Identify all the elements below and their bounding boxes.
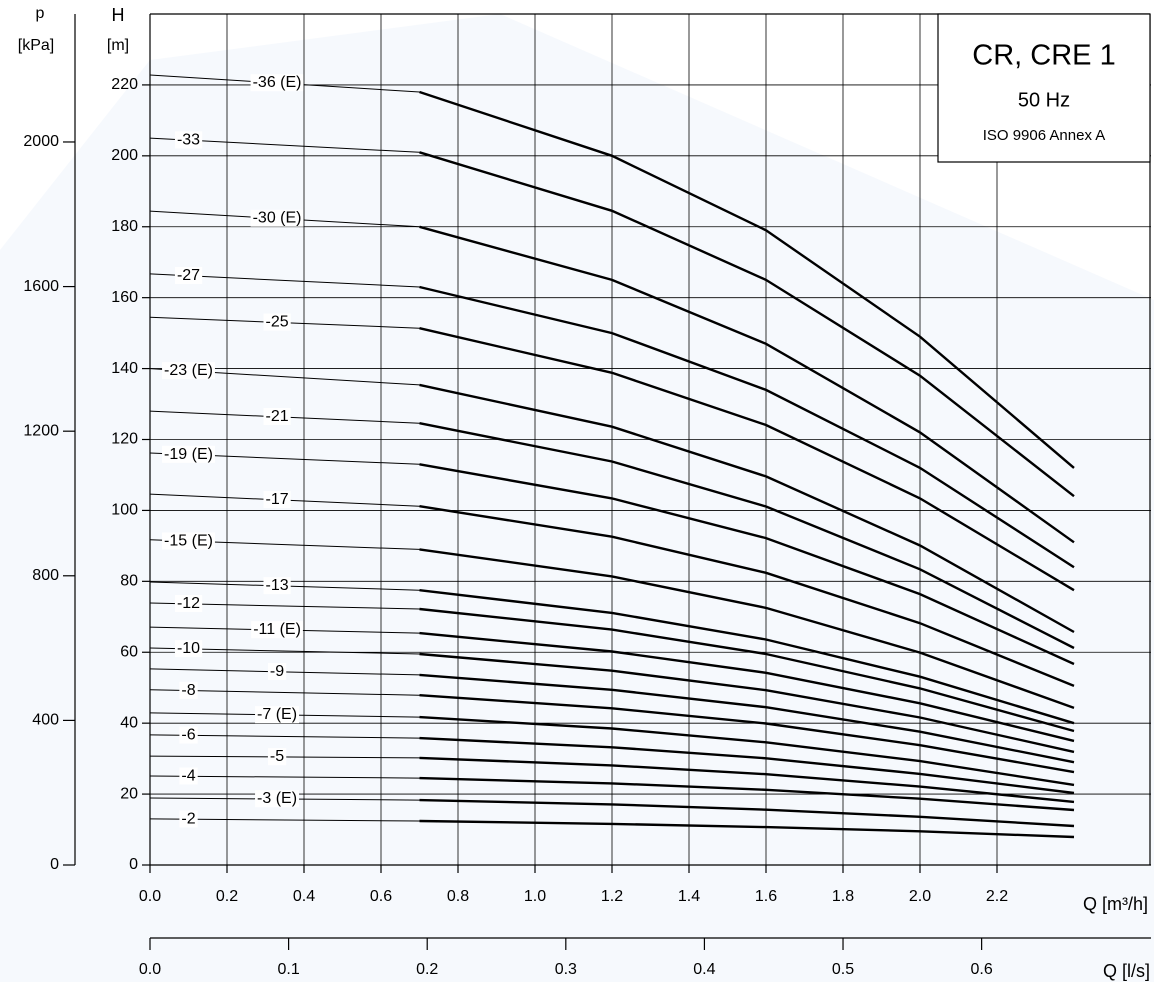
y2-tick-label: 1600 — [23, 278, 59, 295]
y-tick-label: 20 — [120, 785, 138, 802]
y-tick-label: 100 — [111, 502, 138, 519]
curve-label: -33 — [177, 131, 200, 148]
x2-tick-label: 0.2 — [416, 961, 438, 978]
curve-label: -36 (E) — [253, 74, 302, 91]
y-tick-label: 160 — [111, 289, 138, 306]
curve-label: -15 (E) — [164, 532, 213, 549]
y-tick-label: 60 — [120, 643, 138, 660]
x-tick-label: 2.0 — [909, 888, 931, 905]
page: p [kPa] H [m] Q [m³/h] Q [l/s] 0 20 40 60 80… — [0, 0, 1154, 982]
x-tick-label: 1.2 — [601, 888, 623, 905]
y-tick-label: 40 — [120, 714, 138, 731]
curve-label: -5 — [270, 748, 284, 765]
x-tick-label: 1.0 — [524, 888, 546, 905]
y-axis-unit: [m] — [107, 37, 129, 54]
curve-label: -8 — [181, 682, 195, 699]
y2-tick-label: 0 — [50, 856, 59, 873]
curve-label: -10 — [177, 640, 200, 657]
x-tick-label: 0.0 — [139, 888, 161, 905]
x-tick-label: 1.4 — [678, 888, 700, 905]
curve-label: -9 — [270, 663, 284, 680]
curve-label: -6 — [181, 727, 195, 744]
x2-tick-label: 0.3 — [555, 961, 577, 978]
x-tick-label: 1.6 — [755, 888, 777, 905]
curve-label: -13 — [265, 577, 288, 594]
curve-label: -4 — [181, 768, 195, 785]
curve-label: -23 (E) — [164, 362, 213, 379]
y2-tick-label: 2000 — [23, 133, 59, 150]
y-tick-label: 140 — [111, 360, 138, 377]
y2-tick-label: 800 — [32, 567, 59, 584]
curve-label: -27 — [177, 267, 200, 284]
y2-axis-title: p — [36, 5, 45, 22]
y-tick-label: 0 — [129, 856, 138, 873]
x2-axis-title: Q [l/s] — [1103, 961, 1150, 981]
x-tick-label: 0.6 — [370, 888, 392, 905]
x2-tick-label: 0.4 — [693, 961, 715, 978]
y-tick-label: 80 — [120, 573, 138, 590]
y2-tick-label: 400 — [32, 712, 59, 729]
curve-label: -19 (E) — [164, 446, 213, 463]
x-tick-label: 0.2 — [216, 888, 238, 905]
chart-annotation: ISO 9906 Annex A — [983, 127, 1106, 144]
x2-tick-label: 0.5 — [832, 961, 854, 978]
curve-label: -11 (E) — [253, 621, 301, 638]
curve-label: -7 (E) — [257, 706, 297, 723]
curve-label: -3 (E) — [257, 790, 297, 807]
x-tick-label: 1.8 — [832, 888, 854, 905]
y2-axis-unit: [kPa] — [18, 37, 54, 54]
chart: p [kPa] H [m] Q [m³/h] Q [l/s] 0 20 40 60 80… — [0, 0, 1154, 982]
x-tick-label: 2.2 — [986, 888, 1008, 905]
x2-tick-label: 0.6 — [971, 961, 993, 978]
x2-tick-label: 0.1 — [277, 961, 299, 978]
y-tick-label: 180 — [111, 218, 138, 235]
chart-title: CR, CRE 1 — [972, 40, 1115, 72]
y-tick-label: 220 — [111, 76, 138, 93]
y2-tick-label: 1200 — [23, 422, 59, 439]
curve-label: -21 — [265, 408, 288, 425]
x-tick-label: 0.4 — [293, 888, 315, 905]
curve-label: -12 — [177, 595, 200, 612]
x-tick-label: 0.8 — [447, 888, 469, 905]
y-axis-title: H — [112, 5, 125, 25]
curve-label: -17 — [265, 491, 288, 508]
x2-tick-label: 0.0 — [139, 961, 161, 978]
y-tick-label: 120 — [111, 431, 138, 448]
curve-label: -25 — [265, 314, 288, 331]
y-tick-label: 200 — [111, 147, 138, 164]
x-axis-title: Q [m³/h] — [1083, 894, 1148, 914]
curve-label: -30 (E) — [253, 210, 302, 227]
curve-label: -2 — [181, 810, 195, 827]
chart-subtitle: 50 Hz — [1018, 89, 1070, 111]
